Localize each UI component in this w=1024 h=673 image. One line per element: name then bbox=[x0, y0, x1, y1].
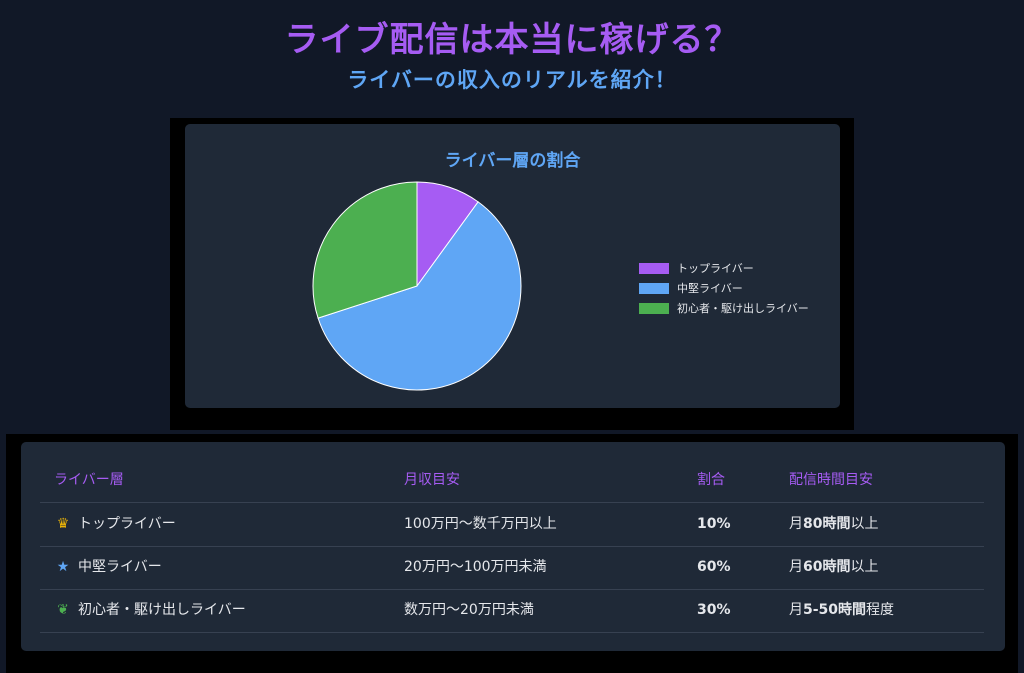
share-cell: 10% bbox=[697, 516, 731, 532]
crown-icon: ♛ bbox=[56, 516, 70, 532]
hours-prefix: 月 bbox=[789, 516, 803, 532]
chart-card: ライバー層の割合 トップライバー 中堅ライバー 初心者・駆け出しライバー bbox=[185, 124, 840, 408]
legend-label-top: トップライバー bbox=[677, 262, 754, 275]
header-income: 月収目安 bbox=[404, 472, 460, 488]
legend-swatch-top bbox=[639, 262, 669, 274]
pie-slice-mid bbox=[317, 201, 522, 391]
hours-suffix: 程度 bbox=[866, 602, 895, 618]
tier-label: トップライバー bbox=[78, 516, 176, 532]
tier-cell: ★ 中堅ライバー bbox=[54, 546, 162, 589]
table-row: ♛ トップライバー 100万円〜数千万円以上 10% 月80時間以上 bbox=[40, 503, 984, 547]
hours-value: 5-50時間 bbox=[803, 602, 867, 618]
table-row: ★ 中堅ライバー 20万円〜100万円未満 60% 月60時間以上 bbox=[40, 546, 984, 590]
tier-cell: ♛ トップライバー bbox=[54, 503, 176, 546]
hours-value: 80時間 bbox=[803, 516, 851, 532]
pie-slice-beginner bbox=[312, 181, 418, 319]
hours-prefix: 月 bbox=[789, 559, 803, 575]
legend-label-mid: 中堅ライバー bbox=[677, 282, 743, 295]
legend-item-beginner: 初心者・駆け出しライバー bbox=[639, 298, 809, 318]
pie-chart bbox=[312, 181, 522, 391]
hours-suffix: 以上 bbox=[850, 516, 879, 532]
income-cell: 数万円〜20万円未満 bbox=[404, 602, 534, 618]
legend-item-top: トップライバー bbox=[639, 258, 809, 278]
chart-title: ライバー層の割合 bbox=[444, 151, 581, 171]
income-cell: 100万円〜数千万円以上 bbox=[404, 516, 557, 532]
hours-cell: 月80時間以上 bbox=[789, 503, 878, 546]
page-title: ライブ配信は本当に稼げる？ bbox=[284, 20, 740, 60]
hours-cell: 月60時間以上 bbox=[789, 546, 878, 589]
income-table: ライバー層 月収目安 割合 配信時間目安 ♛ トップライバー 100万円〜数千万円… bbox=[21, 442, 1005, 651]
income-cell: 20万円〜100万円未満 bbox=[404, 559, 547, 575]
hours-suffix: 以上 bbox=[850, 559, 879, 575]
tier-cell: ❦ 初心者・駆け出しライバー bbox=[54, 589, 246, 632]
sprout-icon: ❦ bbox=[57, 602, 69, 618]
legend-label-beginner: 初心者・駆け出しライバー bbox=[677, 302, 809, 315]
tier-label: 初心者・駆け出しライバー bbox=[78, 602, 246, 618]
header-tier: ライバー層 bbox=[54, 472, 124, 488]
hours-prefix: 月 bbox=[789, 602, 803, 618]
legend-swatch-mid bbox=[639, 282, 669, 294]
star-icon: ★ bbox=[56, 559, 70, 575]
legend-item-mid: 中堅ライバー bbox=[639, 278, 809, 298]
tier-label: 中堅ライバー bbox=[78, 559, 162, 575]
page-subtitle: ライバーの収入のリアルを紹介！ bbox=[347, 68, 677, 92]
header-hours: 配信時間目安 bbox=[789, 472, 873, 488]
table-header-row: ライバー層 月収目安 割合 配信時間目安 bbox=[40, 459, 984, 503]
legend-swatch-beginner bbox=[639, 302, 669, 314]
table-row: ❦ 初心者・駆け出しライバー 数万円〜20万円未満 30% 月5-50時間程度 bbox=[40, 589, 984, 633]
header-share: 割合 bbox=[697, 472, 725, 488]
share-cell: 30% bbox=[697, 602, 731, 618]
hours-value: 60時間 bbox=[803, 559, 851, 575]
share-cell: 60% bbox=[697, 559, 731, 575]
hours-cell: 月5-50時間程度 bbox=[789, 589, 894, 632]
chart-legend: トップライバー 中堅ライバー 初心者・駆け出しライバー bbox=[639, 258, 809, 318]
